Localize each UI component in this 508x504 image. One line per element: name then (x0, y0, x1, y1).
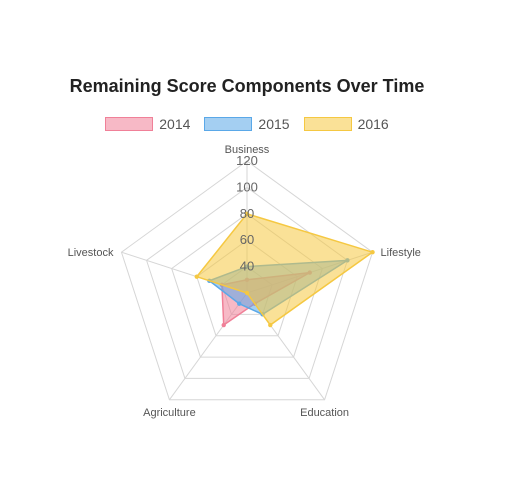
data-point (370, 250, 375, 255)
legend-swatch-2016 (303, 117, 352, 131)
legend-item-2014[interactable]: 2014 (105, 116, 190, 132)
legend-label-2014: 2014 (159, 116, 191, 132)
radial-tick-label: 100 (236, 179, 258, 194)
legend-swatch-2014 (105, 117, 154, 131)
data-point (244, 290, 250, 296)
data-point (194, 274, 199, 279)
legend-swatch-2015 (204, 117, 253, 131)
radial-tick-label: 80 (240, 206, 254, 221)
data-point (237, 301, 242, 306)
data-point (244, 211, 250, 216)
radial-tick-label: 120 (236, 153, 258, 168)
radial-tick-label: 40 (240, 259, 254, 274)
legend-label-2016: 2016 (357, 116, 389, 132)
chart-title: Remaining Score Components Over Time (69, 76, 425, 96)
data-point (221, 322, 226, 328)
grid-ring (120, 160, 374, 401)
series-area-2016 (195, 212, 375, 327)
axis-label-agriculture: Agriculture (143, 407, 196, 419)
radial-tick-label: 60 (240, 232, 254, 247)
legend-label-2015: 2015 (258, 116, 290, 132)
legend-item-2015[interactable]: 2015 (204, 116, 290, 132)
chart-legend: 2014 2015 2016 (0, 116, 494, 132)
legend-item-2016[interactable]: 2016 (303, 116, 389, 132)
axis-label-business: Business (225, 144, 270, 156)
axis-label-education: Education (300, 407, 349, 419)
axis-label-lifestyle: Lifestyle (381, 247, 421, 259)
axis-label-livestock: Livestock (68, 247, 114, 259)
data-point (268, 322, 273, 328)
